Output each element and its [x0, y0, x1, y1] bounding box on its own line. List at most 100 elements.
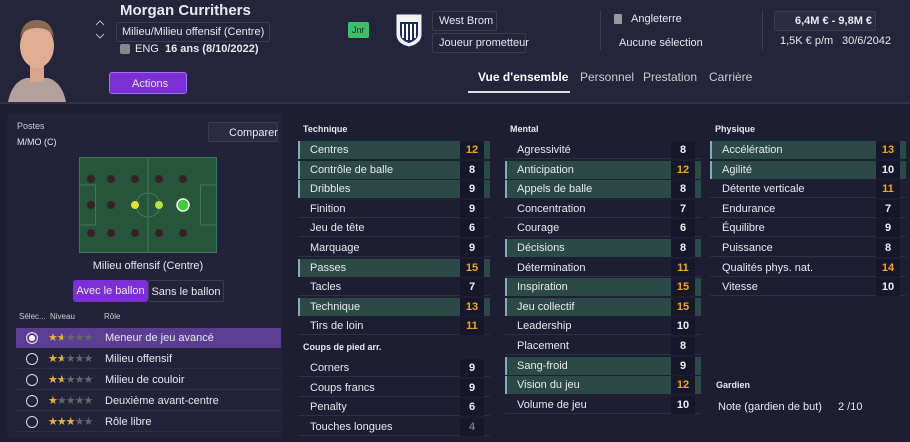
club-crest — [395, 13, 423, 48]
attr-name: Endurance — [722, 202, 776, 215]
attr-value: 9 — [468, 381, 476, 394]
attr-row — [298, 160, 490, 179]
attr-value: 8 — [679, 242, 687, 254]
attr-value: 13 — [881, 144, 895, 156]
attr-value: 9 — [884, 222, 892, 235]
attr-row — [710, 259, 906, 277]
role-row[interactable] — [16, 370, 281, 390]
attr-value: 7 — [468, 281, 476, 294]
attr-name: Courage — [517, 222, 560, 235]
attr-name: Leadership — [517, 320, 572, 333]
club-name[interactable]: West Brom — [432, 11, 497, 31]
role-row[interactable] — [16, 412, 281, 432]
id-icon — [120, 44, 130, 54]
attr-value-box — [460, 219, 484, 238]
role-row[interactable] — [16, 391, 281, 411]
attr-name: Dribbles — [310, 183, 351, 196]
toggle-with-ball[interactable]: Avec le ballon — [73, 280, 148, 302]
attr-value: 15 — [676, 281, 690, 294]
tab[interactable]: Carrière — [709, 70, 753, 84]
attr-row — [298, 359, 490, 377]
attr-value-box — [671, 160, 695, 179]
attr-name: Détente verticale — [722, 183, 805, 196]
attr-value: 6 — [468, 401, 476, 414]
attr-row — [710, 239, 906, 257]
attr-row — [505, 317, 701, 336]
junior-badge: Jnr — [348, 22, 369, 38]
attr-value: 4 — [468, 420, 476, 433]
attr-name: Vision du jeu — [517, 379, 580, 392]
tab[interactable]: Personnel — [580, 70, 635, 84]
attr-value: 8 — [679, 183, 687, 196]
attr-row — [710, 278, 906, 297]
role-name: Milieu offensif — [105, 353, 173, 365]
role-row[interactable] — [16, 328, 281, 348]
attr-value-box — [460, 141, 484, 159]
attr-value: 6 — [468, 222, 476, 235]
role-row[interactable] — [16, 349, 281, 369]
attr-name: Placement — [517, 340, 569, 352]
actions-button[interactable]: Actions — [109, 72, 187, 94]
attr-row — [298, 239, 490, 257]
role-radio[interactable] — [26, 416, 38, 428]
attr-row — [505, 180, 701, 199]
attr-name: Touches longues — [310, 420, 393, 433]
attr-name: Finition — [310, 202, 346, 215]
nav-arrows[interactable] — [94, 18, 106, 42]
attr-name: Équilibre — [722, 222, 765, 235]
attr-name: Agressivité — [517, 144, 571, 156]
role-header: Sélec... — [19, 312, 46, 321]
tab[interactable]: Vue d'ensemble — [478, 70, 569, 84]
attr-value-box — [460, 239, 484, 257]
attr-name: Tirs de loin — [310, 320, 364, 333]
toggle-without-ball[interactable]: Sans le ballon — [148, 280, 224, 302]
attr-row — [505, 219, 701, 238]
attr-row — [298, 200, 490, 218]
header-sep — [0, 102, 910, 104]
attr-value: 8 — [884, 242, 892, 254]
attr-row — [298, 219, 490, 238]
attr-name: Inspiration — [517, 281, 568, 294]
player-photo — [8, 20, 66, 102]
attr-name: Puissance — [722, 242, 773, 254]
attr-value-box — [671, 337, 695, 355]
attr-row — [298, 317, 490, 336]
stars-bg: ★★★★★ — [48, 416, 93, 428]
role-radio[interactable] — [26, 374, 38, 386]
role-radio[interactable] — [26, 395, 38, 407]
attr-value-box — [876, 199, 900, 218]
compare-button[interactable]: Comparer — [208, 122, 278, 142]
attr-value: 8 — [679, 340, 687, 352]
divider — [600, 10, 601, 50]
attr-value: 9 — [468, 362, 476, 374]
attr-row — [505, 278, 701, 297]
attr-name: Agilité — [722, 163, 752, 176]
attr-name: Détermination — [517, 261, 586, 274]
attr-name: Coups francs — [310, 381, 375, 394]
role-radio[interactable] — [26, 353, 38, 365]
role-name: Rôle libre — [105, 416, 152, 428]
attr-value: 11 — [882, 183, 894, 196]
attr-value: 10 — [676, 320, 690, 333]
attr-value-box — [671, 376, 695, 395]
attr-value: 10 — [676, 398, 690, 411]
attr-row — [505, 337, 701, 355]
player-value: 6,4M € - 9,8M € — [774, 11, 876, 31]
attr-value: 2 /10 — [838, 401, 863, 413]
tab[interactable]: Prestation — [643, 70, 698, 84]
attr-row — [710, 180, 906, 199]
group-title: Coups de pied arr. — [303, 342, 382, 352]
attr-row — [505, 356, 701, 375]
attr-name: Passes — [310, 261, 347, 274]
group-title: Gardien — [716, 380, 751, 390]
attr-name: Vitesse — [722, 281, 758, 294]
role-name: Meneur de jeu avancé — [105, 332, 214, 344]
role-radio[interactable] — [26, 332, 38, 344]
attr-value-box — [671, 219, 695, 238]
attr-row — [505, 376, 701, 395]
role-name: Milieu de couloir — [105, 374, 185, 386]
attr-value: 7 — [884, 202, 892, 215]
attr-value: 8 — [468, 163, 476, 176]
attr-row — [505, 297, 701, 316]
